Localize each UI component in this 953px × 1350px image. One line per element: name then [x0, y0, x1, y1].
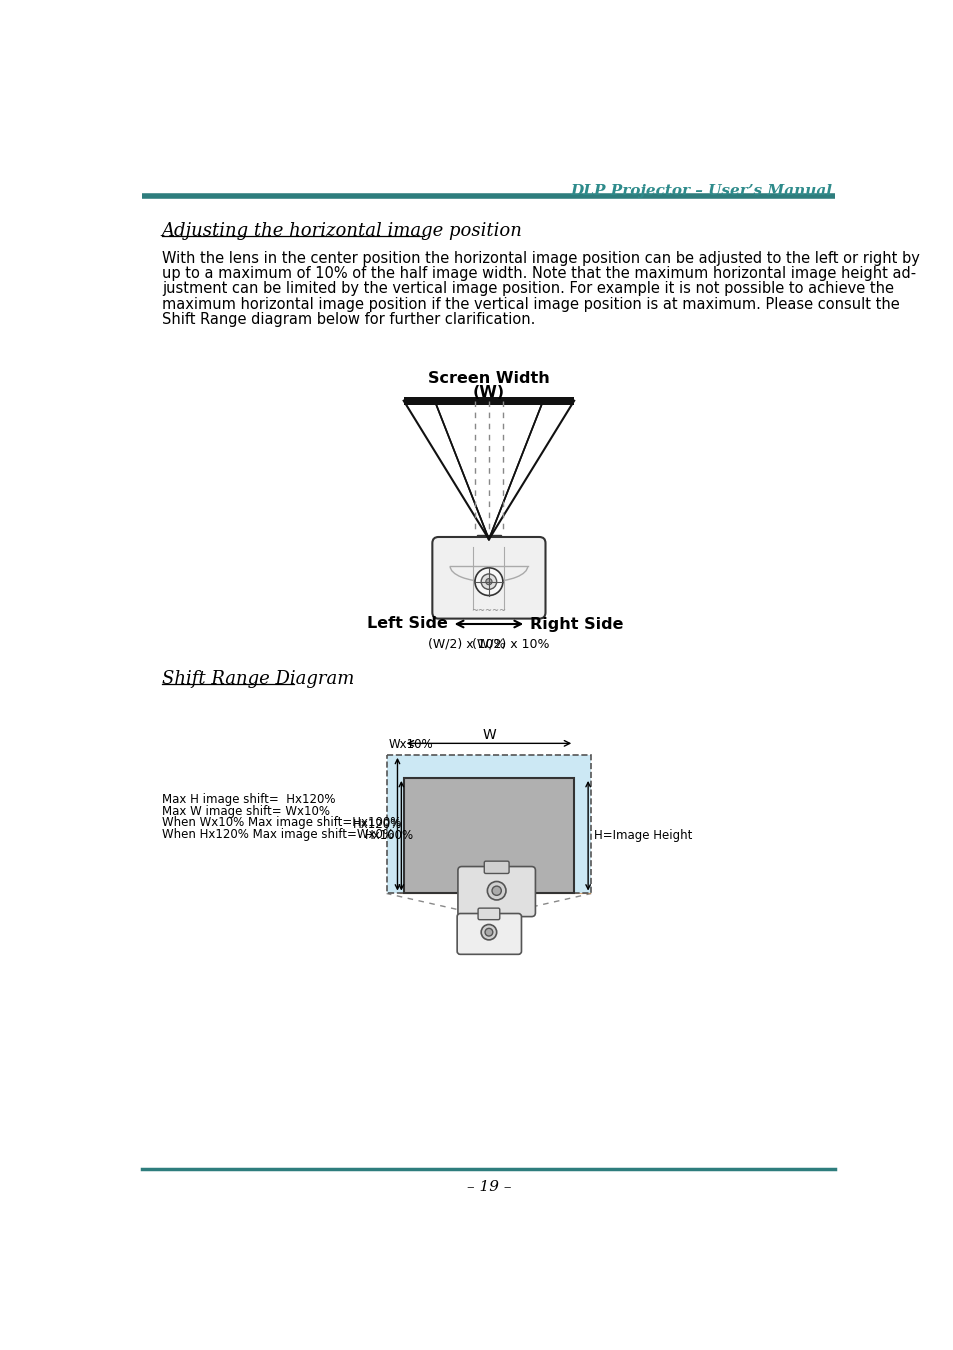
Text: Hx100%: Hx100% — [365, 829, 414, 842]
Text: Max H image shift=  Hx120%: Max H image shift= Hx120% — [162, 794, 335, 806]
Text: When Hx120% Max image shift=Wx0%: When Hx120% Max image shift=Wx0% — [162, 828, 394, 841]
Text: Left Side: Left Side — [367, 617, 447, 632]
Text: justment can be limited by the vertical image position. For example it is not po: justment can be limited by the vertical … — [162, 281, 893, 297]
Text: Screen Width: Screen Width — [428, 371, 549, 386]
FancyBboxPatch shape — [457, 867, 535, 917]
Text: When Wx10% Max image shift=Hx100%: When Wx10% Max image shift=Hx100% — [162, 817, 401, 829]
Circle shape — [475, 568, 502, 595]
Text: With the lens in the center position the horizontal image position can be adjust: With the lens in the center position the… — [162, 251, 919, 266]
FancyBboxPatch shape — [432, 537, 545, 618]
FancyBboxPatch shape — [477, 909, 499, 919]
Text: DLP Projector – User’s Manual: DLP Projector – User’s Manual — [570, 184, 831, 197]
Circle shape — [492, 886, 500, 895]
Text: up to a maximum of 10% of the half image width. Note that the maximum horizontal: up to a maximum of 10% of the half image… — [162, 266, 915, 281]
Text: – 19 –: – 19 – — [466, 1180, 511, 1193]
Text: ~~~~~: ~~~~~ — [471, 606, 506, 616]
Text: Adjusting the horizontal image position: Adjusting the horizontal image position — [162, 221, 522, 240]
Text: Shift Range diagram below for further clarification.: Shift Range diagram below for further cl… — [162, 312, 535, 327]
Text: (W/2) x 10%: (W/2) x 10% — [472, 637, 549, 651]
Polygon shape — [403, 397, 574, 405]
Text: Right Side: Right Side — [530, 617, 623, 632]
FancyBboxPatch shape — [403, 778, 574, 894]
Text: Max W image shift= Wx10%: Max W image shift= Wx10% — [162, 805, 330, 818]
Circle shape — [480, 574, 497, 590]
FancyBboxPatch shape — [484, 861, 509, 873]
Circle shape — [480, 925, 497, 940]
Polygon shape — [476, 536, 500, 543]
Circle shape — [487, 882, 505, 900]
Text: Wx10%: Wx10% — [388, 738, 433, 751]
Text: maximum horizontal image position if the vertical image position is at maximum. : maximum horizontal image position if the… — [162, 297, 899, 312]
FancyBboxPatch shape — [456, 914, 521, 954]
Text: W: W — [481, 728, 496, 741]
Text: (W/2) x 10%: (W/2) x 10% — [428, 637, 505, 651]
Text: Hx120%: Hx120% — [353, 818, 402, 830]
FancyBboxPatch shape — [386, 755, 591, 894]
Text: (W): (W) — [473, 385, 504, 401]
Text: H=Image Height: H=Image Height — [593, 829, 691, 842]
Circle shape — [484, 929, 493, 936]
Circle shape — [485, 579, 492, 585]
Text: Shift Range Diagram: Shift Range Diagram — [162, 670, 354, 688]
